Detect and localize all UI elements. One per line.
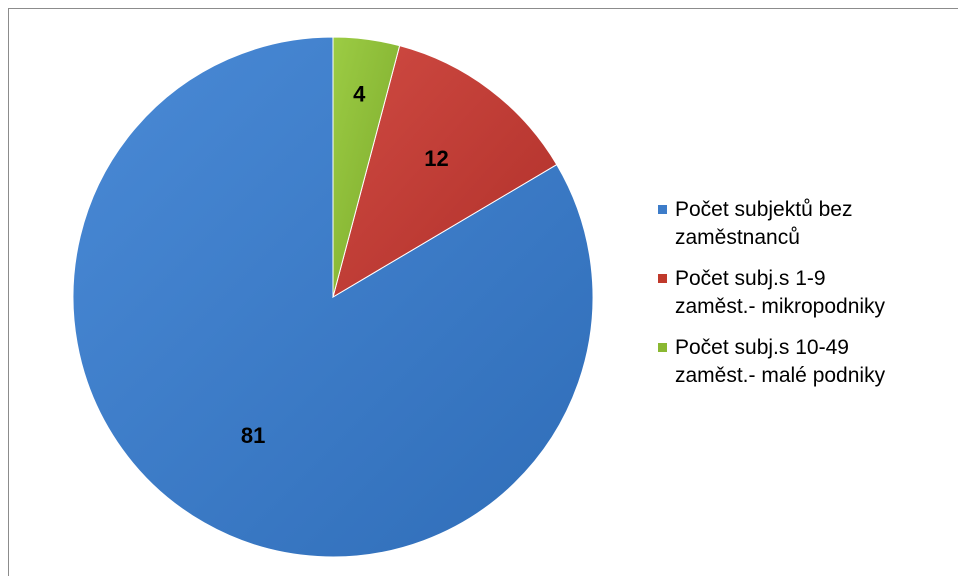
legend-swatch-green [658,343,667,352]
legend-item: Počet subjektů bez zaměstnanců [658,196,958,252]
legend-label: Počet subjektů bez zaměstnanců [675,198,853,249]
pie-slice-male-podniky [332,36,401,298]
legend-item: Počet subj.s 10-49 zaměst.- malé podniky [658,334,958,390]
legend: Počet subjektů bez zaměstnanců Počet sub… [658,196,958,403]
slice-data-label: 12 [424,146,448,171]
legend-label: Počet subj.s 10-49 zaměst.- malé podniky [675,336,886,387]
pie-slice-mikropodniky [332,45,558,299]
slice-data-label: 81 [241,423,265,448]
slice-data-label: 4 [353,82,366,107]
legend-item: Počet subj.s 1-9 zaměst.- mikropodniky [658,265,958,321]
legend-label: Počet subj.s 1-9 zaměst.- mikropodniky [675,267,886,318]
legend-swatch-red [658,274,667,283]
legend-swatch-blue [658,205,667,214]
